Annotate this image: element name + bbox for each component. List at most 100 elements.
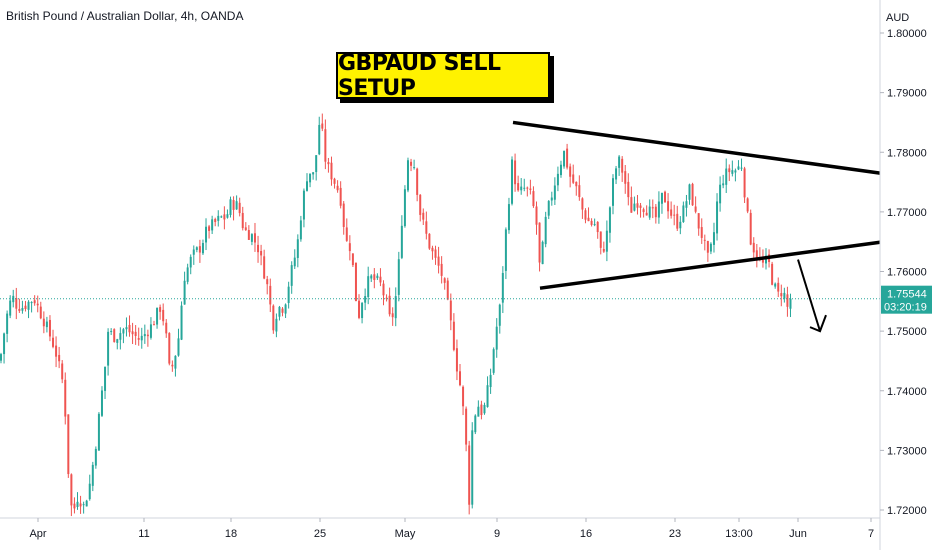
candle-body xyxy=(342,203,345,227)
time-tick-label: 16 xyxy=(580,528,592,540)
candle-body xyxy=(633,203,636,211)
candle-body xyxy=(783,292,786,299)
candle-body xyxy=(670,209,673,216)
time-axis[interactable]: Apr 11 18 25 May 9 16 23 13:00 Jun 7 xyxy=(29,518,874,540)
candle-body xyxy=(257,244,260,253)
candle-body xyxy=(639,205,642,208)
candle-body xyxy=(247,230,250,240)
candle-body xyxy=(134,331,137,337)
candle-body xyxy=(260,250,263,256)
candle-body xyxy=(201,243,204,254)
candle-body xyxy=(507,204,510,231)
candle-body xyxy=(535,206,538,225)
candle-body xyxy=(104,366,107,391)
candle-body xyxy=(627,181,630,198)
candle-body xyxy=(192,249,195,255)
candle-body xyxy=(162,309,165,322)
candle-body xyxy=(269,285,272,305)
candle-body xyxy=(688,184,691,200)
candle-body xyxy=(52,337,55,347)
time-tick-label: 25 xyxy=(314,528,326,540)
candle-body xyxy=(455,348,458,372)
candle-body xyxy=(171,364,174,367)
candle-body xyxy=(272,305,275,331)
candle-body xyxy=(226,214,229,218)
candle-body xyxy=(122,329,125,334)
candle-body xyxy=(119,333,122,340)
candle-body xyxy=(599,231,602,248)
candle-body xyxy=(100,390,103,416)
candle-body xyxy=(761,259,764,263)
candle-body xyxy=(697,213,700,229)
candle-body xyxy=(578,185,581,198)
candle-body xyxy=(642,209,645,213)
candle-body xyxy=(67,414,70,475)
candle-body xyxy=(149,324,152,338)
candle-body xyxy=(296,239,299,258)
candle-body xyxy=(443,278,446,283)
candle-body xyxy=(498,304,501,326)
sell-setup-banner: GBPAUD SELL SETUP xyxy=(336,51,550,101)
candle-body xyxy=(348,243,351,252)
candle-body xyxy=(587,217,590,222)
candle-body xyxy=(709,243,712,252)
candle-body xyxy=(654,206,657,218)
candle-body xyxy=(183,280,186,305)
price-tick-label: 1.73000 xyxy=(887,445,927,457)
sell-arrow-shaft xyxy=(797,259,821,332)
candle-body xyxy=(211,219,214,231)
candle-body xyxy=(235,201,238,210)
candle-body xyxy=(413,167,416,169)
candle-body xyxy=(511,159,514,204)
candle-body xyxy=(358,300,361,318)
candle-body xyxy=(660,192,663,204)
candle-body xyxy=(425,221,428,234)
price-axis-unit: AUD xyxy=(886,12,909,24)
candle-body xyxy=(664,191,667,203)
candle-body xyxy=(220,216,223,218)
candle-body xyxy=(523,187,526,189)
candle-body xyxy=(462,386,465,407)
candle-body xyxy=(6,313,9,334)
candle-body xyxy=(339,187,342,206)
candle-body xyxy=(550,197,553,201)
candle-body xyxy=(45,321,48,328)
candle-body xyxy=(241,212,244,229)
candle-body xyxy=(48,319,51,337)
candle-body xyxy=(309,173,312,183)
candle-body xyxy=(737,166,740,170)
candle-body xyxy=(253,233,256,243)
candle-body xyxy=(563,150,566,167)
price-tag-countdown: 03:20:19 xyxy=(884,302,927,314)
price-axis[interactable]: AUD 1.80000 1.79000 1.78000 1.77000 1.76000 1.… xyxy=(880,12,927,517)
candle-body xyxy=(373,274,376,280)
candle-body xyxy=(388,295,391,315)
candle-body xyxy=(584,210,587,220)
candle-body xyxy=(376,275,379,279)
candle-body xyxy=(275,318,278,332)
candle-body xyxy=(419,194,422,215)
candle-body xyxy=(159,307,162,312)
candle-body xyxy=(302,190,305,220)
candles-layer xyxy=(0,113,880,517)
price-tick-label: 1.76000 xyxy=(887,267,927,279)
candle-body xyxy=(679,221,682,229)
candle-body xyxy=(345,227,348,241)
candle-body xyxy=(605,230,608,252)
candle-body xyxy=(229,199,232,215)
candle-body xyxy=(315,155,318,173)
candle-body xyxy=(526,187,529,189)
annotations-layer xyxy=(512,120,881,333)
candle-body xyxy=(410,161,413,166)
candle-body xyxy=(266,279,269,285)
candle-body xyxy=(61,363,64,380)
chart-title: British Pound / Australian Dollar, 4h, O… xyxy=(6,9,244,23)
candle-body xyxy=(538,222,541,263)
candle-body xyxy=(590,220,593,225)
candle-body xyxy=(575,181,578,187)
candle-body xyxy=(648,206,651,218)
candle-body xyxy=(486,385,489,407)
candle-body xyxy=(12,295,15,303)
candle-body xyxy=(278,306,281,317)
